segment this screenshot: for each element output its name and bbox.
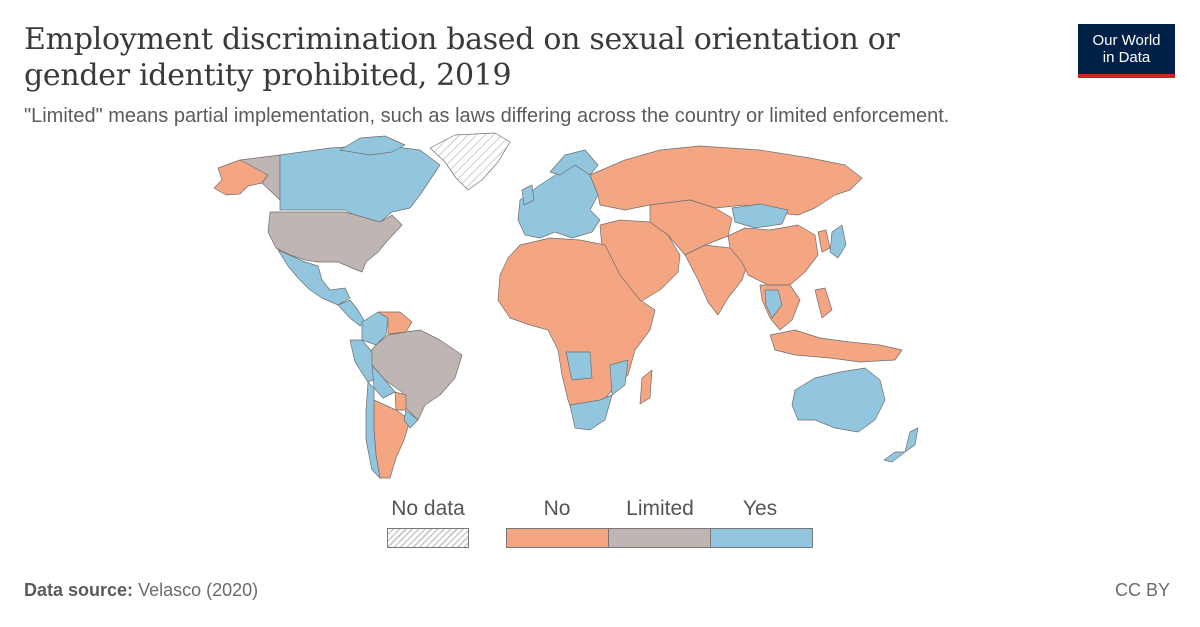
region-mozambique[interactable] <box>609 359 629 396</box>
region-uk[interactable] <box>521 184 535 206</box>
license[interactable]: CC BY <box>1114 580 1170 600</box>
region-thailand[interactable] <box>764 289 783 319</box>
region-china[interactable] <box>727 224 819 286</box>
region-canada-islands[interactable] <box>339 135 406 156</box>
legend-label-no: No <box>543 497 571 520</box>
chart-subtitle: "Limited" means partial implementation, … <box>24 105 950 127</box>
region-central-america[interactable] <box>337 299 366 327</box>
region-japan[interactable] <box>829 224 847 259</box>
region-madagascar[interactable] <box>639 369 653 405</box>
region-south-africa[interactable] <box>569 394 613 431</box>
region-new-zealand[interactable] <box>883 427 919 463</box>
region-central-asia[interactable] <box>649 199 733 256</box>
region-mongolia[interactable] <box>731 203 789 229</box>
legend-swatch-yes[interactable] <box>710 528 813 548</box>
world-map <box>213 132 919 479</box>
region-chile[interactable] <box>365 381 381 479</box>
region-canada[interactable] <box>279 144 441 223</box>
region-uruguay[interactable] <box>403 409 419 429</box>
region-alaska-limited[interactable] <box>239 154 281 201</box>
data-source-label: Data source: <box>24 580 134 600</box>
region-mexico[interactable] <box>277 249 351 306</box>
region-philippines[interactable] <box>814 287 833 319</box>
region-scandinavia[interactable] <box>549 149 599 176</box>
data-source: Data source: Velasco (2020) <box>24 580 258 601</box>
region-bolivia[interactable] <box>371 364 396 399</box>
region-angola[interactable] <box>565 351 593 381</box>
region-usa[interactable] <box>267 211 403 273</box>
owid-logo[interactable]: Our World in Data <box>1078 24 1175 78</box>
logo-line-2: in Data <box>1102 49 1151 66</box>
region-russia[interactable] <box>589 145 863 216</box>
region-greenland[interactable] <box>429 132 511 191</box>
legend-label-yes: Yes <box>742 497 778 520</box>
region-india[interactable] <box>684 244 749 316</box>
legend-swatch-no[interactable] <box>506 528 609 548</box>
data-source-value[interactable]: Velasco (2020) <box>138 580 259 600</box>
region-australia[interactable] <box>791 367 886 433</box>
chart-title: Employment discrimination based on sexua… <box>24 22 900 93</box>
legend-label-limited: Limited <box>626 497 694 520</box>
legend-swatch-no-data[interactable] <box>387 528 469 548</box>
region-paraguay[interactable] <box>394 391 407 411</box>
region-argentina[interactable] <box>373 399 411 479</box>
legend-label-no-data: No data <box>391 497 465 520</box>
region-korea[interactable] <box>817 229 831 253</box>
region-indonesia[interactable] <box>769 329 903 363</box>
legend-swatch-limited[interactable] <box>608 528 711 548</box>
logo-line-1: Our World <box>1092 32 1161 49</box>
